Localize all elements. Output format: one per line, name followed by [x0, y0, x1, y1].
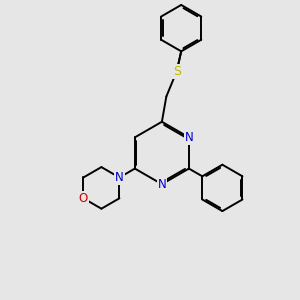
Text: N: N: [184, 131, 193, 144]
Text: O: O: [79, 192, 88, 205]
Text: S: S: [173, 65, 181, 78]
Text: N: N: [158, 178, 166, 191]
Text: N: N: [115, 171, 124, 184]
